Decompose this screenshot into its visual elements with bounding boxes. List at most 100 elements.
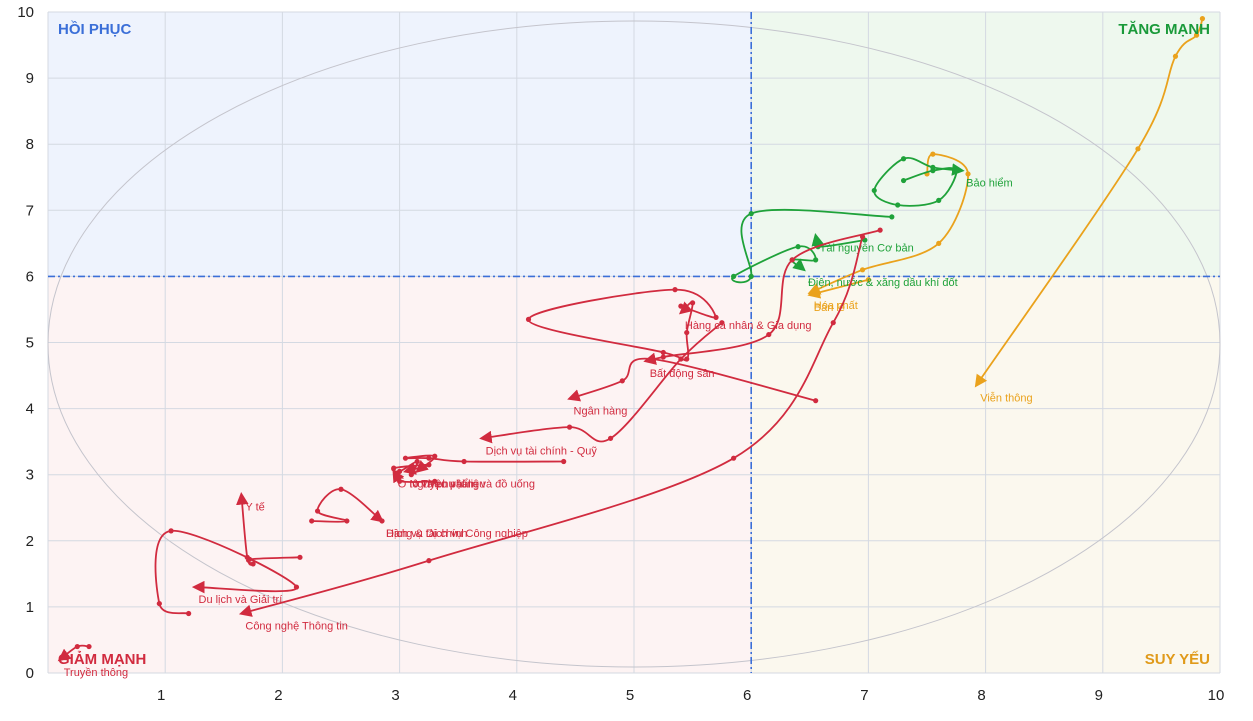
data-point	[338, 486, 344, 492]
data-point	[414, 458, 420, 465]
x-tick-label: 2	[274, 687, 282, 704]
data-point	[678, 303, 684, 309]
series-label: Viễn thông	[980, 391, 1032, 404]
y-tick-label: 5	[26, 335, 34, 352]
series-line	[154, 529, 298, 615]
data-point	[930, 151, 936, 157]
quadrant-label: HỒI PHỤC	[58, 20, 132, 38]
data-point	[748, 273, 754, 279]
data-point	[731, 455, 737, 461]
data-point	[900, 177, 907, 184]
series-line	[527, 288, 717, 362]
series-line	[238, 236, 864, 617]
series-label: Bán lẻ	[814, 302, 845, 314]
y-tick-label: 1	[26, 599, 34, 616]
data-point	[813, 398, 819, 404]
x-tick-label: 1	[157, 687, 165, 704]
data-point	[748, 211, 754, 217]
series-Hàng & Dịch vụ Công nghiệp: Hàng & Dịch vụ Công nghiệp	[309, 486, 528, 540]
data-point	[713, 314, 719, 320]
data-point	[889, 214, 895, 220]
x-tick-label: 6	[743, 687, 751, 704]
data-point	[859, 234, 866, 240]
y-tick-label: 2	[26, 533, 34, 550]
series-Thực phẩm và đồ uống: Thực phẩm và đồ uống	[402, 453, 567, 490]
data-point	[391, 465, 397, 471]
data-point	[684, 356, 690, 362]
series-label: Y tế	[245, 502, 264, 514]
data-point	[859, 267, 866, 273]
series-Hóa chất: Hóa chất	[807, 151, 971, 312]
data-point	[426, 455, 432, 461]
y-tick-label: 10	[17, 4, 34, 21]
series-label: Tài nguyên Cơ bản	[820, 242, 914, 254]
data-point	[660, 349, 666, 356]
series-label: Điện, nước & xăng dầu khí đốt	[808, 277, 958, 289]
x-tick-label: 4	[509, 687, 517, 704]
data-point	[672, 287, 678, 293]
data-point	[566, 424, 573, 430]
data-point	[1193, 32, 1200, 38]
series-label: Hàng & Dịch vụ Công nghiệp	[386, 528, 528, 540]
series-Ngân hàng: Ngân hàng	[567, 356, 819, 418]
series-Ô tô và phụ tùng: Ô tô và phụ tùng	[392, 469, 479, 490]
data-point	[930, 164, 936, 170]
tick-labels: 1 2 3 4 5 6 7 8 9 10 0 1 2 3 4 5 6 7 8 9 10	[17, 4, 1224, 704]
data-point	[607, 435, 614, 441]
series-label: Ô tô và phụ tùng	[398, 477, 479, 490]
data-point	[1135, 146, 1141, 152]
data-point	[432, 453, 438, 459]
data-point	[309, 518, 315, 524]
series-line	[567, 357, 816, 402]
data-point	[965, 171, 971, 177]
y-tick-label: 8	[26, 136, 34, 153]
series-Bán lẻ: Bán lẻ	[807, 277, 872, 314]
y-tick-label: 3	[26, 467, 34, 484]
x-tick-label: 5	[626, 687, 634, 704]
data-point	[789, 257, 795, 263]
data-point	[426, 462, 432, 468]
data-point	[871, 187, 877, 194]
series-Du lịch và Giải trí: Du lịch và Giải trí	[154, 528, 300, 617]
data-point	[895, 202, 901, 208]
data-point	[678, 356, 684, 362]
data-point	[344, 518, 350, 524]
series-label: Dịch vụ tài chính - Quỹ	[486, 445, 598, 457]
data-point	[525, 316, 532, 322]
series-Bảo hiểm: Bảo hiểm	[871, 156, 1013, 208]
data-point	[900, 156, 907, 162]
data-point	[690, 300, 696, 306]
x-tick-label: 3	[391, 687, 399, 704]
data-point	[397, 468, 403, 474]
data-point	[936, 240, 942, 246]
data-point	[168, 528, 174, 534]
data-point	[648, 356, 655, 362]
reference-ellipse	[47, 20, 1221, 668]
y-tick-label: 0	[26, 665, 34, 682]
data-point	[795, 244, 801, 250]
series-Viễn thông: Viễn thông	[974, 16, 1206, 404]
data-point	[561, 458, 567, 465]
quadrant-labels: HỒI PHỤC TĂNG MẠNH GIẢM MẠNH SUY YẾU	[58, 20, 1210, 668]
series-label: Du lịch và Giải trí	[199, 594, 283, 606]
data-point	[731, 273, 737, 279]
x-tick-label: 8	[977, 687, 985, 704]
data-point	[461, 458, 467, 465]
series-label: Công nghệ Thông tin	[245, 621, 348, 633]
quadrant-label: SUY YẾU	[1145, 651, 1210, 668]
data-point	[684, 329, 690, 336]
data-point	[830, 320, 836, 326]
series-label: Hàng cá nhân & Gia dụng	[685, 320, 812, 332]
data-point	[408, 472, 414, 478]
data-point	[379, 518, 385, 524]
data-point	[156, 600, 162, 607]
y-tick-label: 4	[26, 401, 34, 418]
series-Điện, nước & xăng dầu khí đốt: Điện, nước & xăng dầu khí đốt	[731, 208, 958, 289]
data-point	[719, 320, 725, 326]
data-point	[250, 561, 256, 567]
data-point	[426, 558, 432, 564]
data-point	[293, 584, 300, 590]
data-point	[402, 455, 409, 461]
